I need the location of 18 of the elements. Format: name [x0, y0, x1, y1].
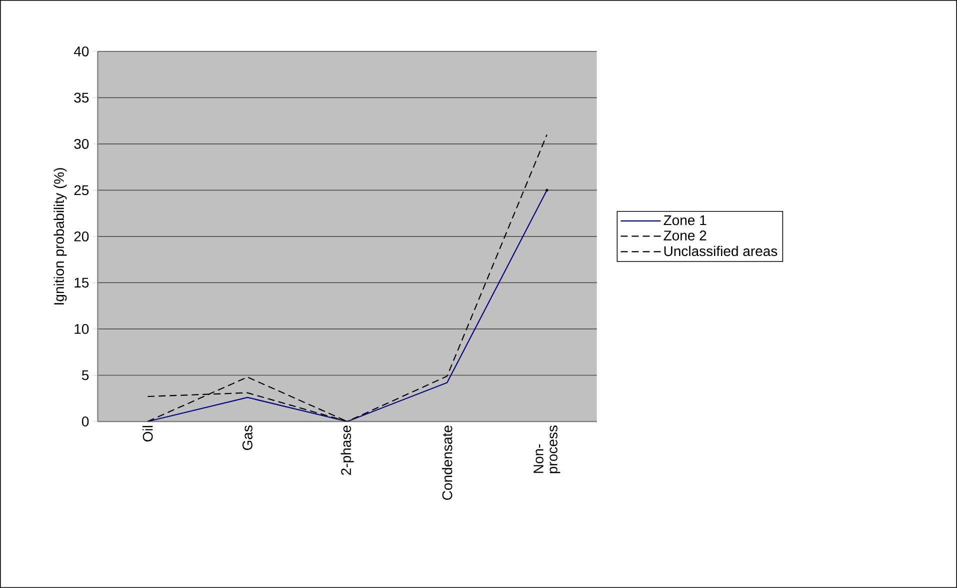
legend-label: Zone 2	[664, 230, 706, 241]
x-tick-label: Condensate	[442, 426, 452, 500]
y-tick-label: 20	[74, 232, 89, 242]
y-tick-label: 30	[74, 139, 89, 149]
y-tick-label: 35	[74, 92, 89, 103]
x-tick-label: Non- process	[534, 426, 560, 474]
y-axis-title: Ignition probability (%)	[54, 168, 67, 304]
y-tick-label: 25	[74, 185, 89, 196]
y-tick-label: 10	[74, 324, 89, 334]
y-tick-label: 40	[74, 46, 89, 56]
legend-label: Unclassified areas	[664, 246, 778, 256]
x-tick-label: Oil	[142, 426, 153, 442]
y-tick-label: 5	[82, 370, 89, 380]
y-tick-label: 15	[74, 278, 89, 288]
x-tick-label: 2-phase	[340, 426, 354, 475]
legend-label: Zone 1	[664, 215, 706, 226]
y-tick-label: 0	[82, 416, 89, 426]
x-tick-label: Gas	[242, 426, 252, 450]
